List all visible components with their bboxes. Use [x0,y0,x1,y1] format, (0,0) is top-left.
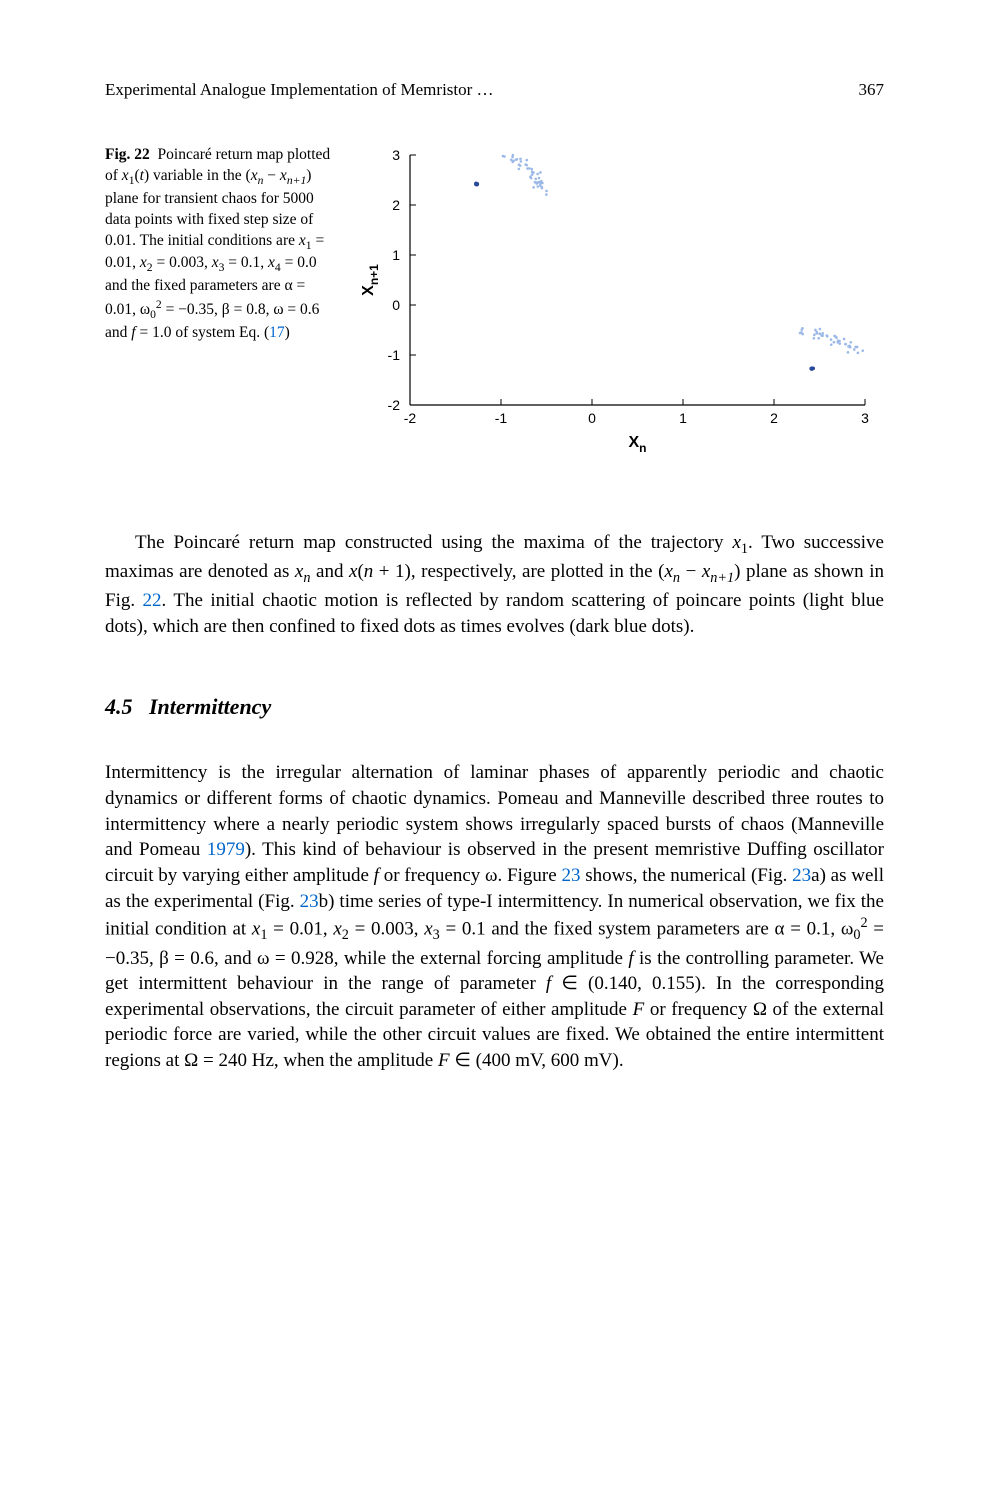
svg-text:2: 2 [770,410,778,426]
paragraph-1: The Poincaré return map constructed usin… [105,530,884,639]
svg-text:0: 0 [588,410,596,426]
figure-caption: Fig. 22 Poincaré return map plotted of x… [105,145,335,460]
figure-label: Fig. 22 [105,146,150,163]
running-title: Experimental Analogue Implementation of … [105,80,494,100]
page-number: 367 [859,80,885,100]
section-number: 4.5 [105,694,133,719]
paragraph-2: Intermittency is the irregular alternati… [105,760,884,1073]
svg-text:1: 1 [679,410,687,426]
section-title: Intermittency [149,694,271,719]
svg-text:-2: -2 [388,397,401,413]
figure-caption-text: Poincaré return map plotted of x1(t) var… [105,146,330,341]
section-heading: 4.5 Intermittency [105,694,884,720]
svg-text:0: 0 [392,297,400,313]
svg-text:Xn: Xn [628,434,646,455]
svg-text:3: 3 [392,147,400,163]
svg-text:3: 3 [861,410,869,426]
svg-text:1: 1 [392,247,400,263]
poincare-return-map-chart: -2 -1 0 1 2 3 -2 -1 0 1 2 3 Xn Xn+1 [355,145,884,460]
svg-text:-1: -1 [495,410,508,426]
svg-text:-1: -1 [388,347,401,363]
svg-text:-2: -2 [404,410,417,426]
svg-text:Xn+1: Xn+1 [360,264,381,296]
svg-text:2: 2 [392,197,400,213]
